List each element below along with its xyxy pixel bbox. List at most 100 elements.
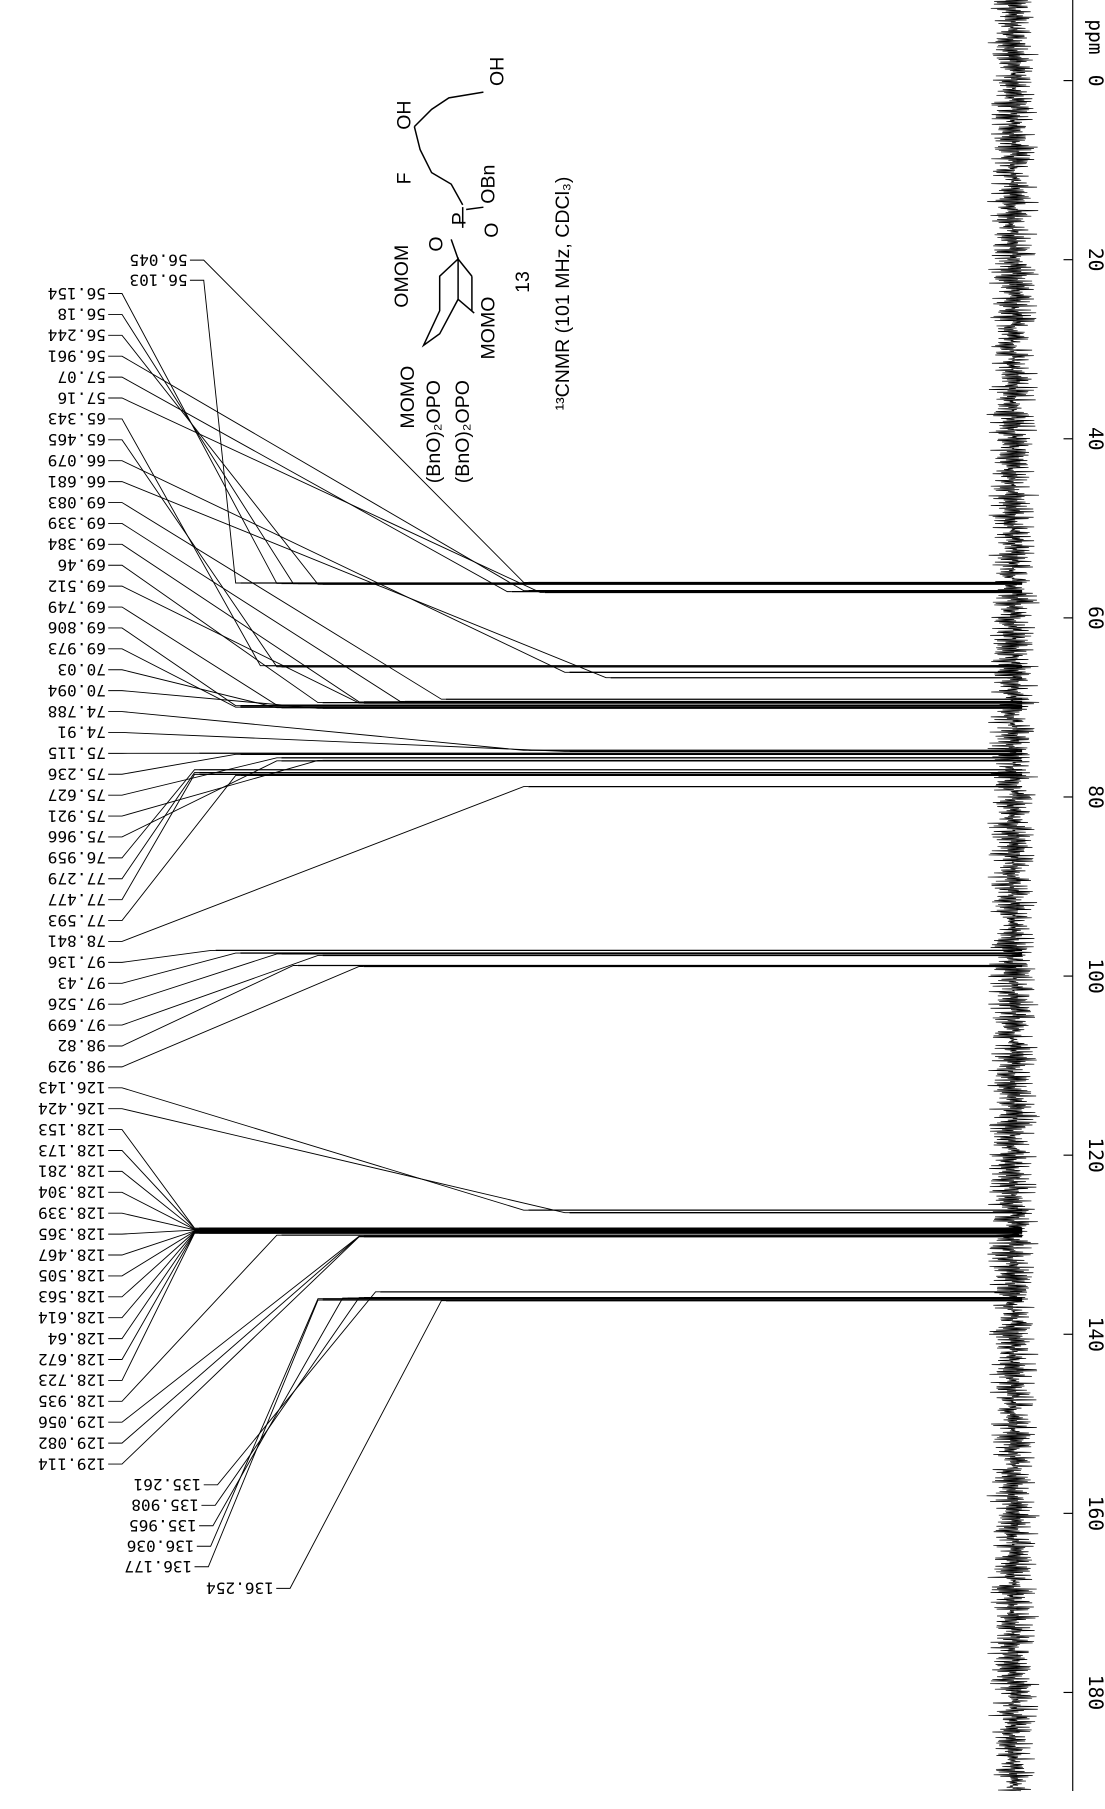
leader-line xyxy=(108,1088,528,1210)
leader-line xyxy=(108,398,545,592)
peak-label: 74.91 xyxy=(57,723,106,742)
leader-line xyxy=(108,314,298,583)
structure-label: OBn xyxy=(477,165,499,204)
peak-label: 129.056 xyxy=(38,1412,106,1431)
peak-label: 135.261 xyxy=(134,1475,202,1494)
leader-line xyxy=(108,758,281,795)
leader-line xyxy=(108,1192,199,1229)
peak-label: 57.16 xyxy=(57,388,106,407)
peak-label: 56.045 xyxy=(129,250,187,269)
x-tick-label: 20 xyxy=(1084,248,1105,272)
peak-label: 129.114 xyxy=(38,1454,106,1473)
peak-label: 69.384 xyxy=(48,535,106,554)
peak-label: 97.526 xyxy=(48,994,106,1013)
peak-label: 75.115 xyxy=(48,744,106,763)
peak-label: 56.961 xyxy=(48,346,106,365)
x-tick-label: 40 xyxy=(1084,427,1105,451)
peak-label: 56.103 xyxy=(129,271,187,290)
leader-line xyxy=(195,1300,323,1567)
leader-line xyxy=(108,1232,199,1297)
peak-label: 75.236 xyxy=(48,764,106,783)
peak-label: 97.699 xyxy=(48,1015,106,1034)
peak-label: 97.43 xyxy=(57,974,106,993)
peak-label: 128.935 xyxy=(38,1392,106,1411)
peak-label: 98.929 xyxy=(48,1057,106,1076)
leader-line xyxy=(108,294,281,584)
structure-label: P xyxy=(449,212,471,225)
peak-label: 69.46 xyxy=(57,555,106,574)
leader-line xyxy=(204,1292,380,1485)
structure-label: (BnO)₂OPO xyxy=(452,380,474,483)
peak-label: 69.512 xyxy=(48,576,106,595)
structure-label: O xyxy=(426,236,448,251)
structure-label: (BnO)₂OPO xyxy=(423,380,445,483)
leader-line xyxy=(199,1298,347,1526)
peak-label: 78.841 xyxy=(48,932,106,951)
structure: OHOHFOBnPOOOMOMMOMO(BnO)₂OPO(BnO)₂OPOMOM… xyxy=(391,57,574,484)
peak-label: 65.343 xyxy=(48,409,106,428)
x-tick-label: 0 xyxy=(1084,75,1105,87)
peak-label: 56.18 xyxy=(57,305,106,324)
leader-line xyxy=(108,1236,364,1443)
peak-label: 126.424 xyxy=(38,1099,106,1118)
x-tick-label: 160 xyxy=(1084,1496,1105,1531)
peak-label: 70.094 xyxy=(48,681,106,700)
peak-label: 129.082 xyxy=(38,1433,106,1452)
peak-label: 69.973 xyxy=(48,639,106,658)
peak-label: 66.681 xyxy=(48,472,106,491)
x-tick-label: 140 xyxy=(1084,1317,1105,1352)
peak-label: 128.672 xyxy=(38,1350,106,1369)
peak-label: 76.959 xyxy=(48,848,106,867)
structure-label: O xyxy=(481,223,503,238)
peak-label: 69.339 xyxy=(48,514,106,533)
peak-label: 77.279 xyxy=(48,869,106,888)
leader-line xyxy=(108,773,199,879)
spectrum: OHOHFOBnPOOOMOMMOMO(BnO)₂OPO(BnO)₂OPOMOM… xyxy=(38,0,1105,1791)
peak-label: 75.966 xyxy=(48,827,106,846)
leader-line xyxy=(108,1150,199,1228)
peak-label: 98.82 xyxy=(57,1036,106,1055)
leader-line xyxy=(108,950,215,962)
peak-label: 75.627 xyxy=(48,785,106,804)
x-tick-label: 60 xyxy=(1084,606,1105,630)
peak-label: 69.806 xyxy=(48,618,106,637)
peak-label: 70.03 xyxy=(57,660,106,679)
spectrum-page: OHOHFOBnPOOOMOMMOMO(BnO)₂OPO(BnO)₂OPOMOM… xyxy=(0,0,1105,1809)
peak-label: 128.173 xyxy=(38,1141,106,1160)
peak-label: 128.467 xyxy=(38,1245,106,1264)
leader-line xyxy=(108,649,240,707)
leader-line xyxy=(108,335,322,584)
peak-label: 56.244 xyxy=(48,326,106,345)
chain-bond xyxy=(414,92,483,127)
peak-label: 56.154 xyxy=(48,284,106,303)
leader-line xyxy=(108,523,405,701)
leader-line xyxy=(108,1231,199,1276)
structure-label: 13 xyxy=(512,271,534,293)
peak-label: 136.254 xyxy=(206,1579,274,1598)
peak-label: 57.07 xyxy=(57,367,106,386)
peak-label: 97.136 xyxy=(48,953,106,972)
peak-label: 77.593 xyxy=(48,911,106,930)
peak-label: 128.64 xyxy=(48,1329,106,1348)
peak-label: 65.465 xyxy=(48,430,106,449)
peak-label: 128.153 xyxy=(38,1120,106,1139)
leader-line xyxy=(108,775,240,920)
peak-label: 136.036 xyxy=(127,1536,195,1555)
peak-label: 135.965 xyxy=(129,1516,197,1535)
structure-label: OH xyxy=(487,57,509,86)
peak-label: 128.339 xyxy=(38,1203,106,1222)
leader-line xyxy=(108,712,528,751)
peak-label: 74.788 xyxy=(48,702,106,721)
peak-label: 128.505 xyxy=(38,1266,106,1285)
leader-line xyxy=(108,670,281,708)
leader-line xyxy=(108,953,240,983)
x-tick-label: 80 xyxy=(1084,785,1105,809)
structure-label: OMOM xyxy=(391,245,413,308)
peak-label: 75.921 xyxy=(48,806,106,825)
peak-label: 69.749 xyxy=(48,597,106,616)
leader-line xyxy=(108,732,569,751)
structure-label: OH xyxy=(393,100,415,129)
x-tick-label: 180 xyxy=(1084,1675,1105,1710)
structure-label: MOMO xyxy=(477,297,499,360)
